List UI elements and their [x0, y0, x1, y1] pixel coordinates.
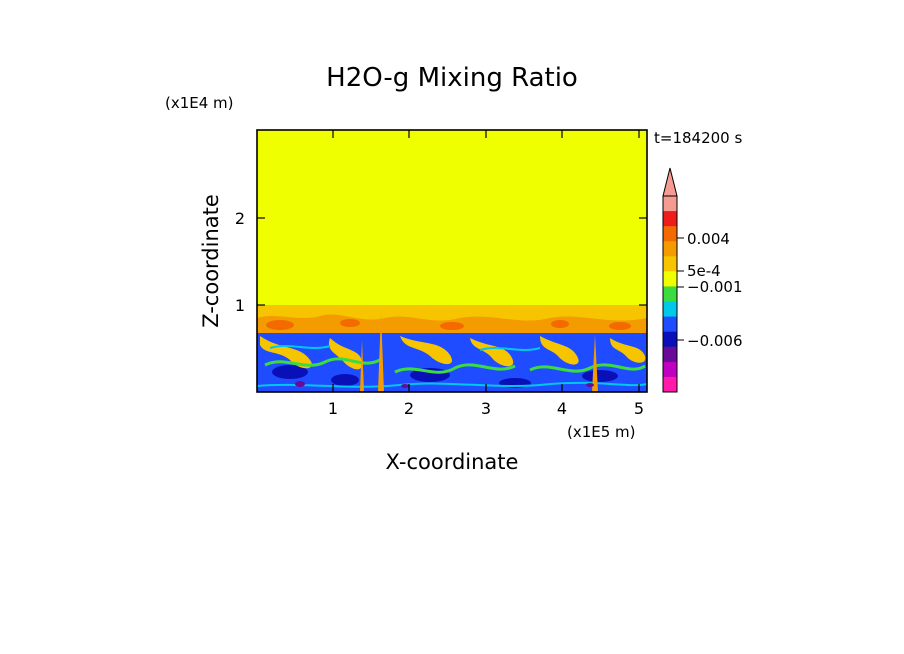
heatmap-field [257, 130, 647, 392]
colorbar-label-neg-0.001: −0.001 [687, 278, 743, 296]
transition-red-patches [266, 319, 631, 330]
colorbar-cell-2 [663, 226, 677, 242]
y-scale-label: (x1E4 m) [165, 94, 234, 112]
colorbar-frame [662, 195, 678, 393]
colorbar-cell-5 [663, 271, 677, 287]
colorbar-cell-0 [663, 196, 677, 212]
colorbar-cell-9 [663, 331, 677, 348]
colorbar-cell-8 [663, 316, 677, 333]
lower-cyan-filaments [257, 345, 647, 388]
colorbar-cells [663, 196, 677, 393]
colorbar-ticks [677, 237, 684, 341]
colorbar-label-5e-4: 5e-4 [687, 262, 721, 280]
colorbar-cell-10 [663, 346, 677, 363]
colorbar-label-neg-0.006: −0.006 [687, 332, 743, 350]
upper-moist-region [257, 130, 647, 305]
plot-frame [256, 129, 648, 393]
colorbar-cell-1 [663, 211, 677, 227]
x-tick-label-1: 1 [328, 399, 338, 418]
time-label: t=184200 s [654, 129, 742, 147]
colorbar-cell-6 [663, 286, 677, 303]
x-tick-label-2: 2 [404, 399, 414, 418]
y-tick-label-1: 1 [235, 296, 245, 315]
colorbar: 0.004 5e-4 −0.001 −0.006 [662, 167, 743, 393]
x-tick-label-4: 4 [557, 399, 567, 418]
colorbar-label-0.004: 0.004 [687, 230, 730, 248]
chart-title: H2O-g Mixing Ratio [326, 63, 578, 93]
vertical-plumes [360, 312, 598, 392]
x-tick-label-3: 3 [481, 399, 491, 418]
tick-marks [257, 130, 647, 392]
x-scale-label: (x1E5 m) [567, 423, 636, 441]
lower-green-filaments [264, 357, 646, 374]
y-tick-label-2: 2 [235, 209, 245, 228]
y-axis-label: Z-coordinate [199, 194, 223, 328]
colorbar-extend-arrow [662, 167, 678, 197]
colorbar-cell-4 [663, 256, 677, 272]
colorbar-cell-11 [663, 361, 677, 378]
colorbar-cell-12 [663, 376, 677, 393]
colorbar-cell-3 [663, 241, 677, 257]
x-axis-label: X-coordinate [386, 450, 519, 474]
x-tick-label-5: 5 [634, 399, 644, 418]
colorbar-cell-7 [663, 301, 677, 318]
magenta-spots [295, 381, 594, 388]
